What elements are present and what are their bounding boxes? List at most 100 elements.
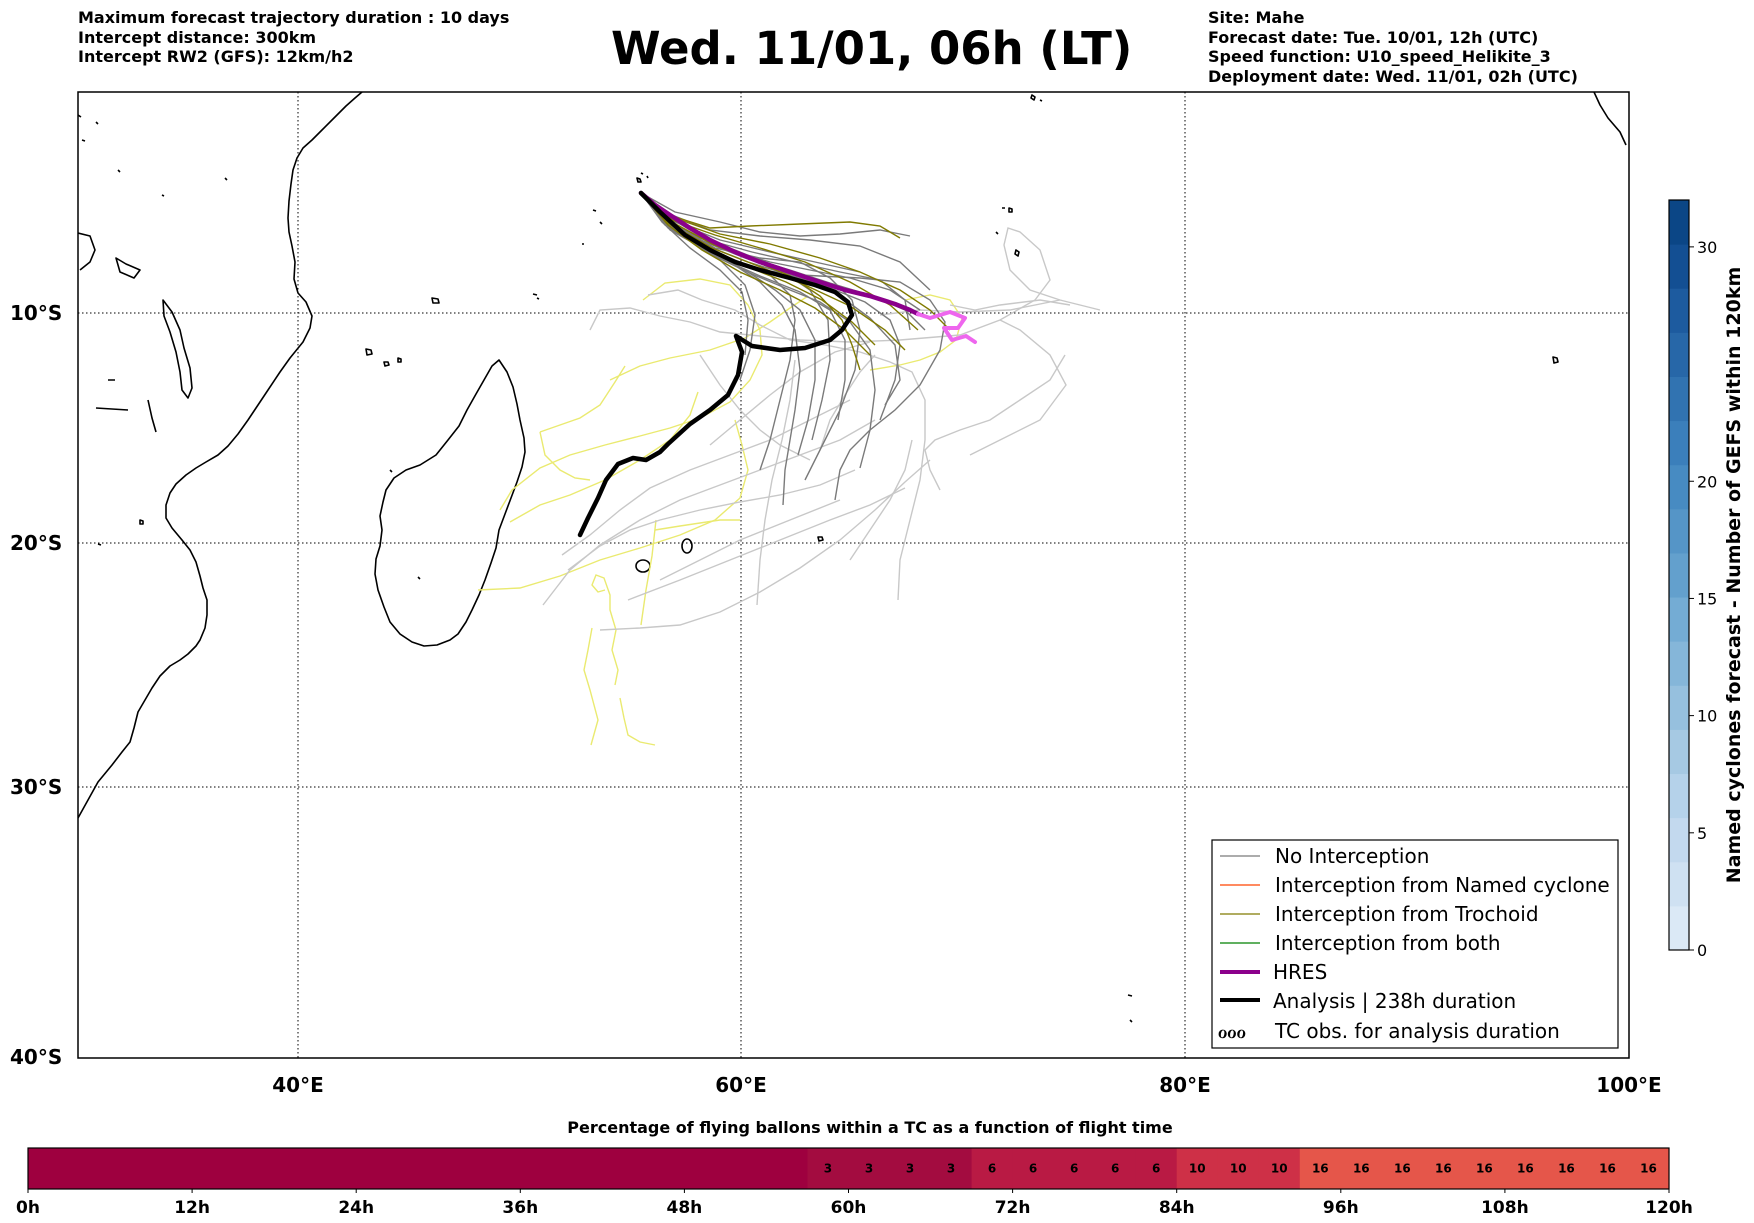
header-right-info: Site: Mahe Forecast date: Tue. 10/01, 12… — [1208, 8, 1578, 86]
faint-gray-trajectories — [542, 227, 1101, 631]
colorbar-cell — [1669, 508, 1689, 554]
colorbar-cell — [1669, 905, 1689, 951]
colorbar-title: Named cyclones forecast - Number of GEFS… — [1723, 267, 1745, 884]
flight-bar-value: 16 — [1476, 1162, 1493, 1176]
mauritius-island — [681, 538, 693, 554]
flight-bar-tick-label: 72h — [995, 1198, 1031, 1218]
flight-bar-value: 6 — [1070, 1162, 1078, 1176]
colorbar-tick-label: 15 — [1697, 589, 1717, 608]
chagos-islands — [995, 207, 1020, 257]
flight-bar-segment — [1463, 1148, 1506, 1189]
flight-bar-segment — [807, 1148, 850, 1189]
flight-bar-value: 10 — [1230, 1162, 1247, 1176]
lake-victoria-region — [78, 232, 141, 279]
intercept-rw2-text: Intercept RW2 (GFS): 12km/h2 — [78, 47, 354, 66]
flight-bar-value: 6 — [1152, 1162, 1160, 1176]
africa-coastline — [78, 92, 363, 819]
flight-bar-segment — [1299, 1148, 1342, 1189]
rodrigues-island — [817, 536, 824, 542]
legend: No Interception Interception from Named … — [1211, 839, 1619, 1049]
legend-label-analysis: Analysis | 238h duration — [1273, 989, 1516, 1013]
page-title: Wed. 11/01, 06h (LT) — [611, 22, 1133, 75]
flight-bar-value: 16 — [1599, 1162, 1616, 1176]
header-left-info: Maximum forecast trajectory duration : 1… — [78, 8, 509, 67]
lon-label-80e: 80°E — [1159, 1073, 1211, 1097]
flight-bar-tick-label: 108h — [1481, 1198, 1529, 1218]
map-frame — [77, 91, 1630, 1059]
flight-bar-tick-label: 120h — [1645, 1198, 1693, 1218]
flight-bar-segment — [1627, 1148, 1670, 1189]
flight-bar-segment — [1135, 1148, 1178, 1189]
faint-yellow-trajectories — [477, 278, 963, 746]
flight-bar-value: 3 — [865, 1162, 873, 1176]
legend-label-tc-obs: TC obs. for analysis duration — [1274, 1019, 1560, 1043]
colorbar-cell — [1669, 376, 1689, 422]
flight-bar-segment — [1094, 1148, 1137, 1189]
flight-bar-segment — [1422, 1148, 1465, 1189]
deployment-date-text: Deployment date: Wed. 11/01, 02h (UTC) — [1208, 66, 1578, 86]
legend-label-named-cyclone: Interception from Named cyclone — [1275, 873, 1610, 897]
longitude-labels: 40°E 60°E 80°E 100°E — [272, 1073, 1661, 1097]
colorbar-cell — [1669, 685, 1689, 730]
flight-bar-value: 16 — [1353, 1162, 1370, 1176]
map-plot-area — [78, 92, 1629, 1058]
lake-malawi — [162, 299, 193, 399]
flight-bar-value: 3 — [947, 1162, 955, 1176]
flight-bar-value: 16 — [1558, 1162, 1575, 1176]
latitude-labels: 10°S 20°S 30°S 40°S — [10, 301, 62, 1069]
flight-bar-tick-label: 0h — [16, 1198, 40, 1218]
lat-label-10s: 10°S — [10, 301, 62, 325]
flight-bar-segment — [1217, 1148, 1260, 1189]
flight-bar-segment — [1053, 1148, 1096, 1189]
flight-bar-value: 6 — [1111, 1162, 1119, 1176]
flight-bar-tick-label: 84h — [1159, 1198, 1195, 1218]
flight-bar-segment — [1381, 1148, 1424, 1189]
colorbar-cell — [1669, 773, 1689, 819]
colorbar-cell — [1669, 552, 1689, 598]
colorbar-tick-label: 30 — [1697, 238, 1717, 257]
flight-bar-value: 16 — [1312, 1162, 1329, 1176]
flight-bar-value: 10 — [1189, 1162, 1206, 1176]
lake-tanganyika — [95, 379, 157, 433]
forecast-date-text: Forecast date: Tue. 10/01, 12h (UTC) — [1208, 27, 1539, 47]
flight-bar-title: Percentage of flying ballons within a TC… — [567, 1118, 1173, 1137]
nw-small-islands — [78, 114, 540, 580]
tc-obs-symbol: ℴℴℴ — [1218, 1019, 1246, 1043]
colorbar-cell — [1669, 641, 1689, 686]
flight-bar-tick-label: 96h — [1323, 1198, 1359, 1218]
flight-bar-ticks: 0h 12h 24h 36h 48h 60h 72h 84h 96h 108h 120h — [16, 1189, 1693, 1218]
colorbar-frame — [1668, 199, 1690, 951]
site-text: Site: Mahe — [1208, 8, 1305, 27]
legend-label-no-interception: No Interception — [1275, 844, 1429, 868]
flight-bar-segment — [971, 1148, 1014, 1189]
flight-bar-segment — [1340, 1148, 1383, 1189]
colorbar-cell — [1669, 244, 1689, 289]
colorbar-tick-label: 20 — [1697, 472, 1717, 491]
seychelles-islands — [582, 172, 649, 245]
coastlines — [78, 92, 1627, 1023]
named-cyclones-colorbar: 0 5 10 15 20 30 Named cyclones forecast - Num… — [1668, 199, 1745, 960]
flight-bar-value: 16 — [1394, 1162, 1411, 1176]
intercept-distance-text: Intercept distance: 300km — [78, 27, 317, 47]
colorbar-cell — [1669, 729, 1689, 775]
colorbar-cell — [1669, 597, 1689, 642]
flight-bar-value: 16 — [1517, 1162, 1534, 1176]
flight-bar-value: 10 — [1271, 1162, 1288, 1176]
lon-label-100e: 100°E — [1596, 1073, 1661, 1097]
colorbar-cell — [1669, 420, 1689, 466]
analysis-trajectory — [577, 190, 855, 538]
flight-bar-segment — [930, 1148, 973, 1189]
small-islands-ne — [1030, 92, 1627, 1023]
comoros-islands — [365, 348, 402, 367]
colorbar-tick-label: 10 — [1697, 707, 1717, 726]
flight-bar-tick-label: 60h — [831, 1198, 867, 1218]
flight-bar-tick-label: 36h — [502, 1198, 538, 1218]
flight-bar-segment — [848, 1148, 891, 1189]
colorbar-cells — [1669, 200, 1689, 951]
flight-bar-value: 6 — [988, 1162, 996, 1176]
flight-bar-segment — [28, 1148, 808, 1189]
colorbar-ticks: 0 5 10 15 20 30 — [1689, 238, 1717, 960]
lon-label-60e: 60°E — [715, 1073, 767, 1097]
lat-label-40s: 40°S — [10, 1045, 62, 1069]
speed-function-text: Speed function: U10_speed_Helikite_3 — [1208, 47, 1551, 66]
